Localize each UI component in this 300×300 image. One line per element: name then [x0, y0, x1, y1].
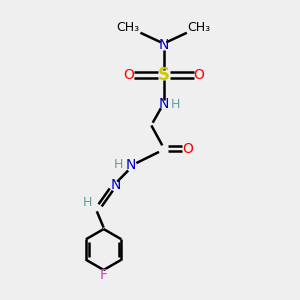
Text: N: N [158, 38, 169, 52]
Text: N: N [111, 178, 121, 192]
Text: S: S [158, 66, 169, 84]
Text: O: O [183, 142, 194, 156]
Text: H: H [171, 98, 181, 111]
Text: N: N [158, 97, 169, 111]
Text: F: F [100, 268, 108, 282]
Text: O: O [194, 68, 205, 82]
Text: H: H [113, 158, 123, 172]
Text: CH₃: CH₃ [117, 21, 140, 34]
Text: N: N [126, 158, 136, 172]
Text: CH₃: CH₃ [188, 21, 211, 34]
Text: O: O [123, 68, 134, 82]
Text: H: H [82, 196, 92, 209]
